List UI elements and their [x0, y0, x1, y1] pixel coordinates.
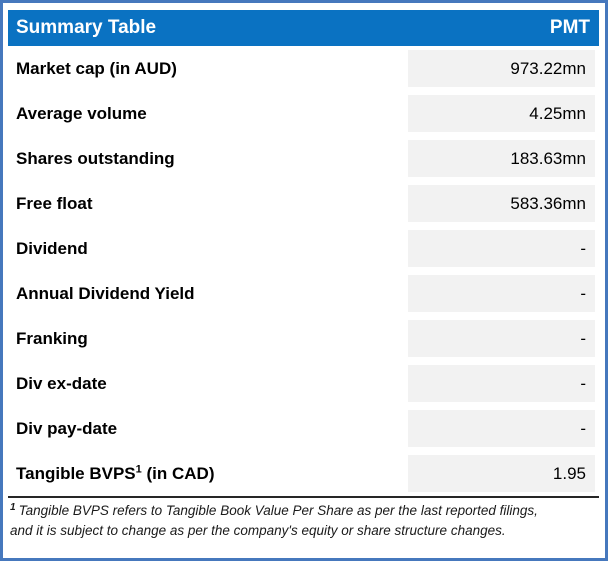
- row-label-text: Shares outstanding: [16, 148, 175, 168]
- row-label: Market cap (in AUD): [8, 59, 408, 79]
- row-label: Shares outstanding: [8, 149, 408, 169]
- table-row: Free float 583.36mn: [8, 181, 599, 226]
- row-value: 4.25mn: [408, 95, 595, 132]
- row-label-text: Dividend: [16, 238, 88, 258]
- table-row: Average volume 4.25mn: [8, 91, 599, 136]
- row-label-text: Annual Dividend Yield: [16, 283, 195, 303]
- footnote-line-1: Tangible BVPS refers to Tangible Book Va…: [18, 503, 538, 518]
- row-label-suffix: (in CAD): [141, 463, 215, 483]
- row-label-text: Div ex-date: [16, 373, 107, 393]
- row-label: Free float: [8, 194, 408, 214]
- table-row: Div pay-date -: [8, 406, 599, 451]
- row-value: -: [408, 410, 595, 447]
- row-label: Average volume: [8, 104, 408, 124]
- table-row: Shares outstanding 183.63mn: [8, 136, 599, 181]
- table-title: Summary Table: [16, 17, 157, 38]
- table-row: Dividend -: [8, 226, 599, 271]
- row-value: -: [408, 230, 595, 267]
- footnote-line-2: and it is subject to change as per the c…: [10, 523, 506, 539]
- footnote-marker: 1: [10, 501, 16, 513]
- row-value: 1.95: [408, 455, 595, 492]
- row-value: 183.63mn: [408, 140, 595, 177]
- table-body: Market cap (in AUD) 973.22mn Average vol…: [8, 46, 599, 496]
- row-value: -: [408, 275, 595, 312]
- row-value: 583.36mn: [408, 185, 595, 222]
- row-label-text: Free float: [16, 193, 93, 213]
- footnote: 1 Tangible BVPS refers to Tangible Book V…: [8, 496, 599, 542]
- footnote-ref: 1: [135, 462, 142, 475]
- row-label: Annual Dividend Yield: [8, 284, 408, 304]
- table-header: Summary Table PMT: [8, 10, 599, 46]
- ticker-label: PMT: [549, 17, 590, 38]
- row-label-text: Market cap (in AUD): [16, 58, 177, 78]
- row-label: Franking: [8, 329, 408, 349]
- table-row: Annual Dividend Yield -: [8, 271, 599, 316]
- row-label-text: Average volume: [16, 103, 147, 123]
- row-value: -: [408, 365, 595, 402]
- row-label: Tangible BVPS1 (in CAD): [8, 462, 408, 484]
- row-label-text: Franking: [16, 328, 88, 348]
- row-label: Dividend: [8, 239, 408, 259]
- table-row: Div ex-date -: [8, 361, 599, 406]
- row-label-text: Div pay-date: [16, 418, 118, 438]
- row-value: -: [408, 320, 595, 357]
- row-label: Div ex-date: [8, 374, 408, 394]
- table-row: Franking -: [8, 316, 599, 361]
- row-value: 973.22mn: [408, 50, 595, 87]
- row-label: Div pay-date: [8, 419, 408, 439]
- row-label-text: Tangible BVPS: [16, 463, 136, 483]
- table-row: Market cap (in AUD) 973.22mn: [8, 46, 599, 91]
- table-row: Tangible BVPS1 (in CAD) 1.95: [8, 451, 599, 496]
